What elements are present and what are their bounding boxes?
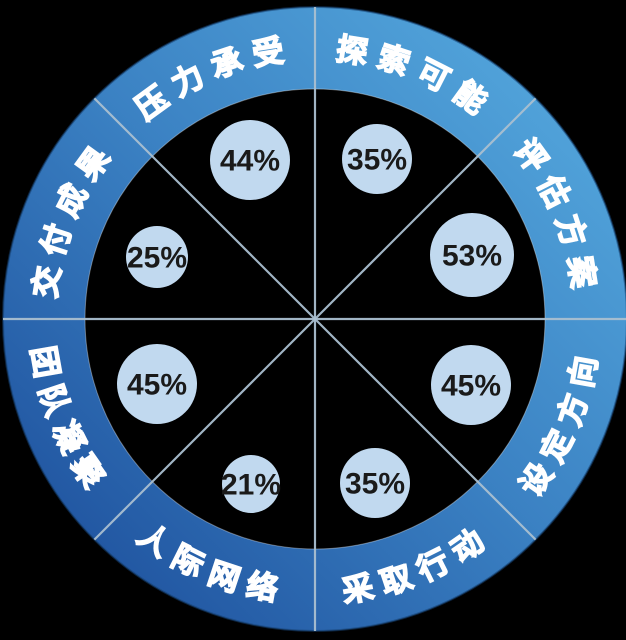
- value-bubble: [117, 344, 197, 424]
- value-label: 35%: [347, 144, 407, 177]
- value-bubble: [342, 124, 412, 194]
- value-bubble: [430, 213, 514, 297]
- value-bubble: [431, 345, 511, 425]
- value-label: 21%: [221, 469, 281, 502]
- value-label: 45%: [127, 369, 187, 402]
- value-label: 35%: [345, 468, 405, 501]
- divider-line: [93, 97, 537, 541]
- value-label: 44%: [220, 145, 280, 178]
- value-label: 45%: [441, 370, 501, 403]
- value-label: 25%: [127, 242, 187, 275]
- value-bubble: [210, 120, 290, 200]
- value-bubble: [222, 455, 280, 513]
- value-label: 53%: [442, 240, 502, 273]
- value-bubble: [340, 448, 410, 518]
- value-bubble: [126, 226, 188, 288]
